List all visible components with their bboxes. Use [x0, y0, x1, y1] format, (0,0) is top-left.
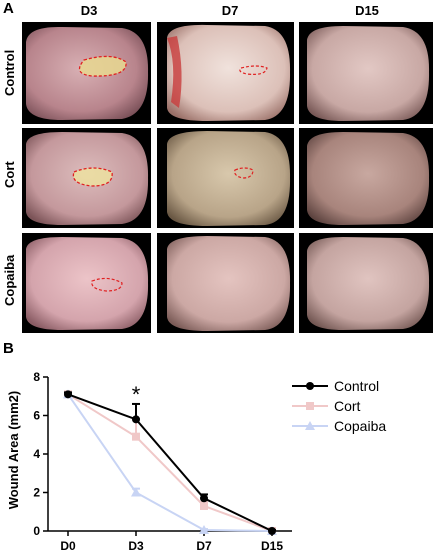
tongue-photo-cort-d3	[22, 128, 151, 228]
panel-a-label: A	[3, 0, 14, 17]
row-header-control: Control	[2, 49, 17, 97]
y-tick-label: 4	[33, 447, 40, 461]
data-point	[131, 487, 141, 497]
legend-label-cort: Cort	[334, 398, 361, 414]
panel-b-label: B	[3, 340, 14, 357]
x-tick-label: D15	[261, 539, 283, 550]
legend-marker-copaiba	[292, 421, 328, 430]
tongue-photo-copaiba-d7	[157, 233, 294, 333]
row-header-copaiba: Copaiba	[2, 254, 17, 306]
x-tick-label: D0	[60, 539, 76, 550]
data-point	[132, 415, 140, 424]
row-header-cort: Cort	[2, 161, 17, 189]
column-header-d3: D3	[80, 3, 98, 18]
data-point	[200, 501, 208, 510]
tongue-photo-copaiba-d15	[299, 233, 433, 333]
y-tick-label: 2	[33, 486, 40, 500]
wound-area-chart: 0 2 4 6 8 D0 D3 D7 D15 Wound Area (mm2) *	[6, 370, 292, 550]
x-tick-label: D3	[128, 539, 144, 550]
data-point	[268, 527, 276, 535]
data-point	[132, 432, 140, 441]
column-header-d7: D7	[221, 3, 239, 18]
legend-label-control: Control	[334, 378, 380, 394]
y-axis-label: Wound Area (mm2)	[6, 391, 21, 509]
series-line	[67, 393, 273, 532]
data-point	[199, 525, 209, 535]
data-point	[64, 390, 72, 399]
y-tick-label: 8	[33, 370, 40, 384]
tongue-photo-cort-d7	[157, 128, 294, 228]
series-line	[67, 393, 273, 532]
series-cort	[64, 390, 276, 535]
legend-label-copaiba: Copaiba	[334, 418, 387, 434]
significance-annotation: *	[132, 382, 141, 407]
column-header-d15: D15	[355, 3, 379, 18]
tongue-photo-control-d7	[157, 22, 294, 124]
series-line	[67, 393, 273, 532]
y-tick-label: 0	[33, 524, 40, 538]
x-tick-label: D7	[196, 539, 212, 550]
legend-marker-control	[292, 382, 328, 390]
tongue-photo-control-d3	[22, 22, 151, 124]
tongue-photo-cort-d15	[299, 128, 433, 228]
chart-legend: Control Cort Copaiba	[290, 378, 430, 438]
tongue-photo-copaiba-d3	[22, 233, 151, 333]
data-point	[200, 494, 208, 503]
series-control	[64, 390, 276, 535]
tongue-photo-control-d15	[299, 22, 433, 124]
y-tick-label: 6	[33, 409, 40, 423]
legend-marker-cort	[292, 402, 328, 410]
